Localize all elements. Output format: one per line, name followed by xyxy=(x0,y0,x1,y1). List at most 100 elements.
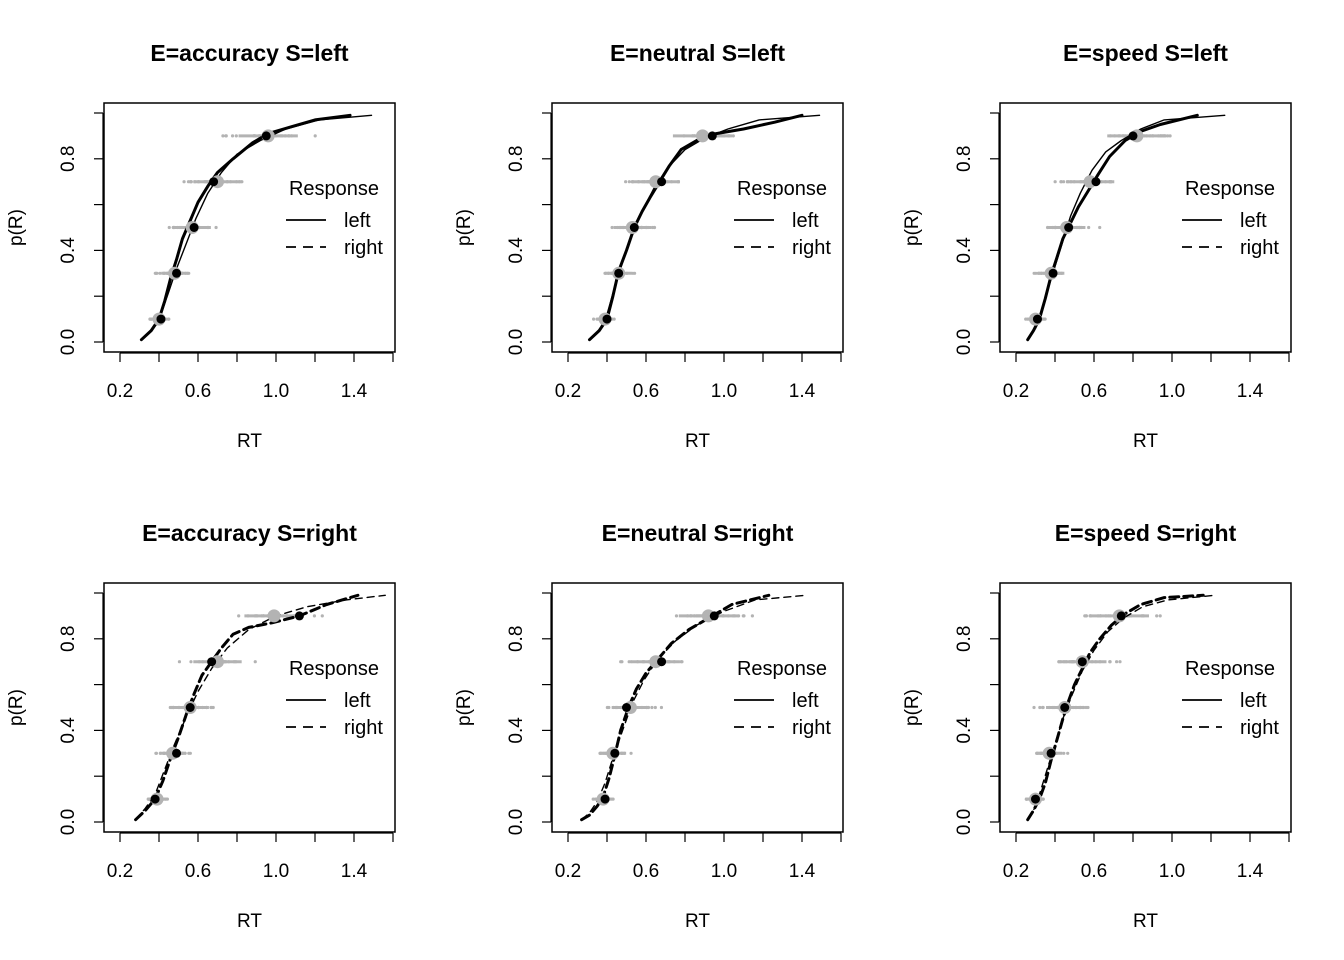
x-axis-label: RT xyxy=(237,431,262,452)
y-tick-label: 0.4 xyxy=(58,717,79,744)
observed-quantile-point xyxy=(1060,703,1070,712)
simulated-point xyxy=(1084,614,1088,618)
x-axis-label: RT xyxy=(237,911,262,932)
observed-quantile-point xyxy=(614,268,624,278)
legend-title: Response xyxy=(1185,178,1275,200)
x-tick-label: 0.2 xyxy=(1003,381,1029,402)
y-axis: 0.0 0.4 0.8 xyxy=(954,592,1000,835)
observed-quantile-point xyxy=(1031,794,1040,804)
simulated-point xyxy=(1032,705,1036,710)
x-tick-label: 0.6 xyxy=(185,861,211,882)
observed-quantile-point xyxy=(600,794,610,804)
simulated-point xyxy=(1062,751,1066,755)
observed-quantile-point xyxy=(185,703,195,712)
y-axis-label: p(R) xyxy=(902,689,923,726)
simulated-point xyxy=(187,271,191,275)
plot-area xyxy=(134,593,386,822)
simulated-point xyxy=(1034,271,1038,275)
series-line-left-sim xyxy=(588,114,821,341)
y-axis: 0.0 0.4 0.8 xyxy=(58,112,104,355)
simulated-point xyxy=(154,751,158,755)
simulated-point xyxy=(1098,225,1102,230)
x-axis: 0.2 0.6 1.0 1.4 xyxy=(107,832,394,882)
legend: Response left right xyxy=(734,658,831,739)
legend-label-right: right xyxy=(1240,717,1279,739)
x-tick-label: 0.2 xyxy=(555,381,581,402)
plot-frame xyxy=(551,582,844,833)
x-tick-label: 1.4 xyxy=(789,861,816,882)
x-axis-label: RT xyxy=(685,431,710,452)
plot-frame xyxy=(103,102,396,353)
simulated-point xyxy=(1066,751,1070,755)
x-axis: 0.2 0.6 1.0 1.4 xyxy=(1003,832,1290,882)
x-axis: 0.2 0.6 1.0 1.4 xyxy=(555,352,842,402)
y-axis: 0.0 0.4 0.8 xyxy=(506,592,552,835)
simulated-point xyxy=(653,705,657,710)
chart-title: E=accuracy S=left xyxy=(150,40,349,66)
observed-quantile-point xyxy=(1091,177,1101,187)
x-axis-label: RT xyxy=(685,911,710,932)
plot-area xyxy=(588,113,821,342)
y-axis-label: p(R) xyxy=(6,689,27,726)
y-tick-label: 0.8 xyxy=(954,146,975,172)
observed-quantile-point xyxy=(657,657,667,667)
simulated-point xyxy=(158,271,162,275)
observed-quantile-point xyxy=(709,611,719,621)
x-axis-label: RT xyxy=(1133,911,1158,932)
observed-quantile-point xyxy=(657,177,667,187)
simulated-point xyxy=(679,660,683,664)
y-tick-label: 0.8 xyxy=(506,626,527,652)
x-tick-label: 1.4 xyxy=(1237,861,1264,882)
simulated-point xyxy=(1155,614,1159,618)
simulated-point xyxy=(209,705,213,710)
x-tick-label: 1.4 xyxy=(789,381,816,402)
simulated-point xyxy=(1166,134,1170,138)
chart-title: E=speed S=right xyxy=(1055,520,1237,546)
panel-6: E=speed S=right 0.2 0.6 1.0 1.4 RT 0.0 0.4 0.8 p(… xyxy=(902,520,1292,932)
simulated-point xyxy=(1118,660,1122,664)
simulated-point xyxy=(166,317,170,321)
observed-quantile-point xyxy=(1046,748,1056,758)
x-axis: 0.2 0.6 1.0 1.4 xyxy=(1003,352,1290,402)
observed-quantile-point xyxy=(1116,611,1126,621)
simulated-point xyxy=(750,614,754,618)
y-tick-label: 0.8 xyxy=(954,626,975,652)
x-tick-label: 0.6 xyxy=(1081,381,1107,402)
legend-title: Response xyxy=(737,658,827,680)
simulated-point xyxy=(234,134,238,138)
legend: Response left right xyxy=(1182,658,1279,739)
observed-quantile-point xyxy=(610,748,620,758)
legend-label-right: right xyxy=(792,717,831,739)
observed-quantile-point xyxy=(1064,223,1074,232)
legend-label-right: right xyxy=(344,717,383,739)
series-line-right-sim xyxy=(1026,594,1216,821)
y-tick-label: 0.4 xyxy=(58,237,79,264)
simulated-point xyxy=(1053,180,1057,184)
observed-quantile-point xyxy=(602,314,612,324)
x-tick-label: 1.0 xyxy=(711,861,737,882)
simulated-point xyxy=(253,660,257,664)
series-line-right xyxy=(1026,593,1205,822)
legend-label-left: left xyxy=(1240,210,1267,232)
simulated-point xyxy=(1087,225,1091,230)
y-tick-label: 0.8 xyxy=(58,626,79,652)
simulated-point xyxy=(741,614,745,618)
x-tick-label: 0.2 xyxy=(107,381,133,402)
simulated-point xyxy=(1114,660,1119,664)
simulated-point xyxy=(1062,180,1066,184)
y-tick-label: 0.8 xyxy=(58,146,79,172)
simulated-point xyxy=(612,317,616,321)
series-line-right xyxy=(134,593,360,822)
legend-label-right: right xyxy=(792,237,831,259)
x-tick-label: 1.4 xyxy=(341,381,368,402)
x-tick-label: 1.4 xyxy=(1237,381,1264,402)
y-axis-label: p(R) xyxy=(454,209,475,246)
legend: Response left right xyxy=(734,178,831,259)
plot-frame xyxy=(551,102,844,353)
simulated-point xyxy=(153,271,157,275)
legend-label-left: left xyxy=(1240,690,1267,712)
series-line-right-sim xyxy=(134,594,386,821)
panel-2: E=neutral S=left 0.2 0.6 1.0 1.4 RT 0.0 0.4 0.8 p… xyxy=(454,40,844,452)
series-line-left-sim xyxy=(140,114,373,341)
